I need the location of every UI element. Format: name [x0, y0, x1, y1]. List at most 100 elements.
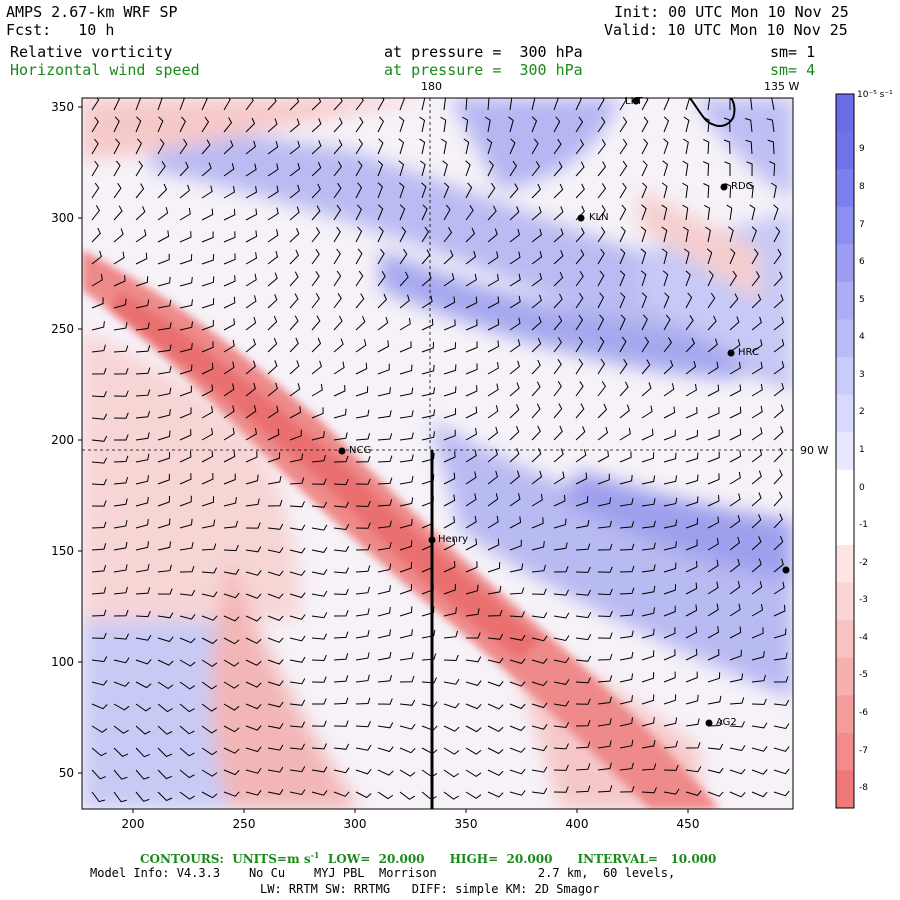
wind-barb	[91, 160, 99, 177]
wind-barb	[157, 183, 168, 199]
wind-barb	[751, 248, 759, 265]
x-tick-label: 400	[565, 817, 589, 831]
wind-barb	[223, 791, 240, 797]
wind-barb	[91, 521, 107, 529]
wind-barb	[91, 391, 107, 398]
wind-barb	[223, 568, 240, 575]
wind-barb	[91, 273, 103, 287]
wind-barb	[597, 248, 605, 265]
wind-barb	[311, 720, 327, 727]
wind-barb	[333, 385, 346, 397]
wind-barb	[398, 182, 405, 199]
wind-barb	[201, 769, 218, 777]
wind-barb	[443, 747, 460, 755]
wind-barb	[223, 769, 240, 776]
wind-barb	[685, 626, 698, 639]
wind-barb	[465, 608, 480, 617]
wind-barb	[553, 425, 563, 441]
wind-barb	[113, 205, 123, 221]
wind-barb	[487, 470, 499, 485]
wind-barb	[663, 98, 670, 111]
wind-barb	[443, 386, 457, 397]
wind-barb	[465, 363, 478, 375]
wind-barb	[311, 360, 322, 375]
wind-barb	[377, 563, 392, 573]
wind-barb	[487, 182, 496, 199]
wind-barb	[575, 183, 585, 199]
wind-barb	[399, 562, 413, 573]
wind-barb	[245, 295, 257, 309]
wind-barb	[179, 429, 192, 441]
wind-barb	[685, 671, 698, 683]
wind-barb	[157, 588, 173, 595]
wind-barb	[267, 207, 279, 221]
wind-barb	[179, 518, 193, 529]
wind-barb	[245, 273, 257, 287]
field1-name: Relative vorticity	[10, 43, 173, 61]
colorbar-label: 1	[859, 445, 865, 455]
wind-barb	[91, 632, 107, 639]
wind-barb	[751, 316, 762, 331]
wind-barb	[597, 358, 606, 375]
wind-barb	[729, 673, 744, 683]
wind-barb	[355, 362, 368, 375]
wind-barb	[201, 208, 214, 221]
wind-barb	[641, 585, 656, 595]
wind-barb	[443, 725, 460, 732]
wind-barb	[509, 747, 526, 753]
wind-barb	[707, 719, 723, 727]
wind-barb	[575, 612, 592, 619]
wind-barb	[157, 161, 166, 177]
wind-barb	[553, 183, 564, 199]
wind-barb	[223, 681, 240, 689]
wind-barb	[113, 455, 129, 463]
wind-barb	[179, 495, 192, 507]
wind-barb	[509, 183, 519, 199]
station-marker-hrc	[727, 349, 735, 357]
wind-barb	[135, 453, 150, 463]
wind-barb	[91, 435, 108, 442]
wind-barb	[355, 565, 371, 573]
wind-barb	[575, 249, 585, 265]
wind-barb	[267, 185, 279, 199]
station-label-ncg: NCG	[349, 445, 372, 456]
wind-barb	[487, 405, 499, 419]
wind-barb	[398, 116, 405, 133]
wind-barb	[486, 138, 493, 155]
wind-barb	[201, 362, 214, 375]
wind-barb	[553, 764, 569, 771]
wind-barb	[707, 270, 714, 287]
wind-barb	[575, 403, 585, 419]
wind-barb	[399, 518, 413, 529]
wind-barb	[575, 161, 585, 177]
wind-barb	[487, 160, 494, 177]
wind-barb	[289, 206, 300, 221]
wind-barb	[113, 368, 129, 375]
wind-barb	[399, 204, 406, 221]
wind-barb	[746, 161, 753, 177]
wind-barb	[751, 558, 762, 573]
wind-barb	[333, 139, 343, 155]
wind-barb	[487, 448, 498, 463]
wind-barb	[355, 629, 370, 639]
wind-barb	[509, 317, 521, 331]
wind-barb	[201, 254, 215, 265]
wind-barb	[179, 161, 189, 177]
wind-barb	[509, 448, 520, 463]
wind-barb	[311, 633, 328, 640]
wind-barb	[707, 695, 722, 705]
colorbar-label: -7	[859, 745, 868, 756]
colorbar-swatch	[836, 695, 854, 734]
wind-barb	[289, 501, 305, 508]
wind-barb	[113, 116, 120, 133]
wind-barb	[179, 614, 196, 620]
wind-barb	[267, 382, 278, 397]
wind-barb	[575, 677, 591, 684]
wind-barb	[487, 747, 504, 755]
wind-barb	[399, 271, 409, 287]
wind-barb	[443, 769, 460, 778]
wind-barb	[773, 558, 784, 573]
wind-barb	[685, 384, 697, 397]
wind-barb	[509, 382, 520, 397]
wind-barb	[553, 786, 569, 793]
